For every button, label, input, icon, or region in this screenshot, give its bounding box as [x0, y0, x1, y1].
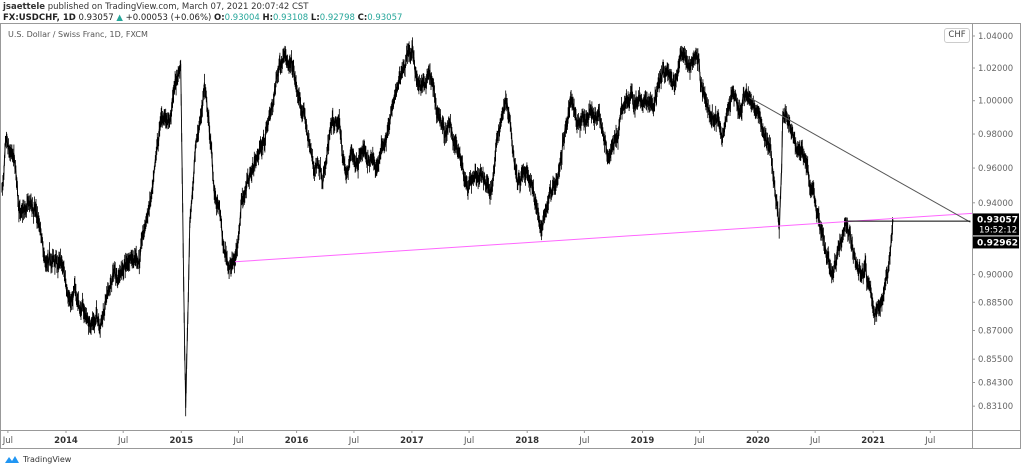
x-tick-label: 2018: [515, 436, 539, 446]
x-tick-label: 2014: [54, 436, 78, 446]
x-tick-label: Jul: [232, 436, 243, 446]
publish-info: jsaettele published on TradingView.com, …: [3, 2, 309, 12]
x-tick-label: Jul: [924, 436, 935, 446]
open-value: 0.93004: [224, 13, 260, 23]
x-tick-label: Jul: [348, 436, 359, 446]
watermark-text: TradingView: [23, 455, 72, 464]
last-price-label: [973, 213, 1019, 236]
x-tick-label: 2021: [861, 436, 885, 446]
high-value: 0.93108: [273, 13, 309, 23]
author-name[interactable]: jsaettele: [3, 2, 46, 12]
y-tick-label: 0.87000: [978, 326, 1013, 336]
y-tick-label: 0.83100: [978, 402, 1013, 412]
y-tick-label: 0.90000: [978, 271, 1013, 281]
high-label: H:: [262, 13, 274, 23]
y-tick-label: 1.04000: [978, 32, 1013, 42]
x-tick-label: 2019: [631, 436, 655, 446]
low-label: L:: [310, 13, 320, 23]
open-label: O:: [214, 13, 225, 23]
x-tick-label: Jul: [463, 436, 474, 446]
x-tick-label: Jul: [809, 436, 820, 446]
y-tick-label: 0.84300: [978, 379, 1013, 389]
x-tick-label: 2017: [400, 436, 424, 446]
publish-text: published on TradingView.com, March 07, …: [47, 2, 309, 12]
series-legend: U.S. Dollar / Swiss Franc, 1D, FXCM: [8, 30, 148, 39]
drawings-layer: [234, 96, 973, 263]
up-arrow-icon: ▲: [116, 13, 123, 23]
trendline[interactable]: [749, 96, 971, 223]
low-value: 0.92798: [319, 13, 355, 23]
y-tick-label: 0.85500: [978, 355, 1013, 365]
y-tick-label: 1.02000: [978, 64, 1013, 74]
x-axis[interactable]: Jul 2014 Jul 2015 Jul 2016 Jul 2017 Jul 2018 Jul 20…: [2, 430, 936, 446]
last-price: 0.93057: [78, 13, 114, 23]
y-tick-label: 0.94000: [978, 199, 1013, 209]
x-tick-label: Jul: [2, 436, 13, 446]
price-bars: [1, 37, 893, 417]
y-tick-label: 0.98000: [978, 130, 1013, 140]
price-line: [1, 44, 894, 408]
x-tick-label: Jul: [578, 436, 589, 446]
line-price-label: [973, 236, 1019, 249]
tradingview-watermark[interactable]: TradingView: [4, 455, 71, 464]
trendline[interactable]: [234, 212, 973, 263]
y-tick-label: 1.00000: [978, 97, 1013, 107]
symbol-info: FX:USDCHF, 1D 0.93057 ▲ +0.00053 (+0.06%…: [3, 13, 402, 23]
x-tick-label: 2015: [169, 436, 193, 446]
x-tick-label: 2020: [746, 436, 770, 446]
tradingview-logo-icon: [5, 456, 19, 463]
price-change: +0.00053 (+0.06%): [125, 13, 212, 23]
line-price-value: 0.92962: [977, 238, 1018, 248]
x-tick-label: Jul: [117, 436, 128, 446]
close-value: 0.93057: [367, 13, 403, 23]
y-tick-label: 0.88500: [978, 298, 1013, 308]
currency-button[interactable]: CHF: [944, 28, 970, 43]
y-tick-label: 0.96000: [978, 164, 1013, 174]
bar-countdown: 19:52:12: [979, 225, 1017, 235]
y-axis[interactable]: 1.04000 1.02000 1.00000 0.98000 0.96000 0.940…: [972, 32, 1013, 412]
x-tick-label: Jul: [694, 436, 705, 446]
last-price-value: 0.93057: [977, 215, 1018, 225]
symbol-label: FX:USDCHF, 1D: [3, 13, 76, 23]
close-label: C:: [357, 13, 368, 23]
chart-frame: [0, 23, 1021, 449]
series-layer: [1, 37, 894, 417]
x-tick-label: 2016: [285, 436, 309, 446]
